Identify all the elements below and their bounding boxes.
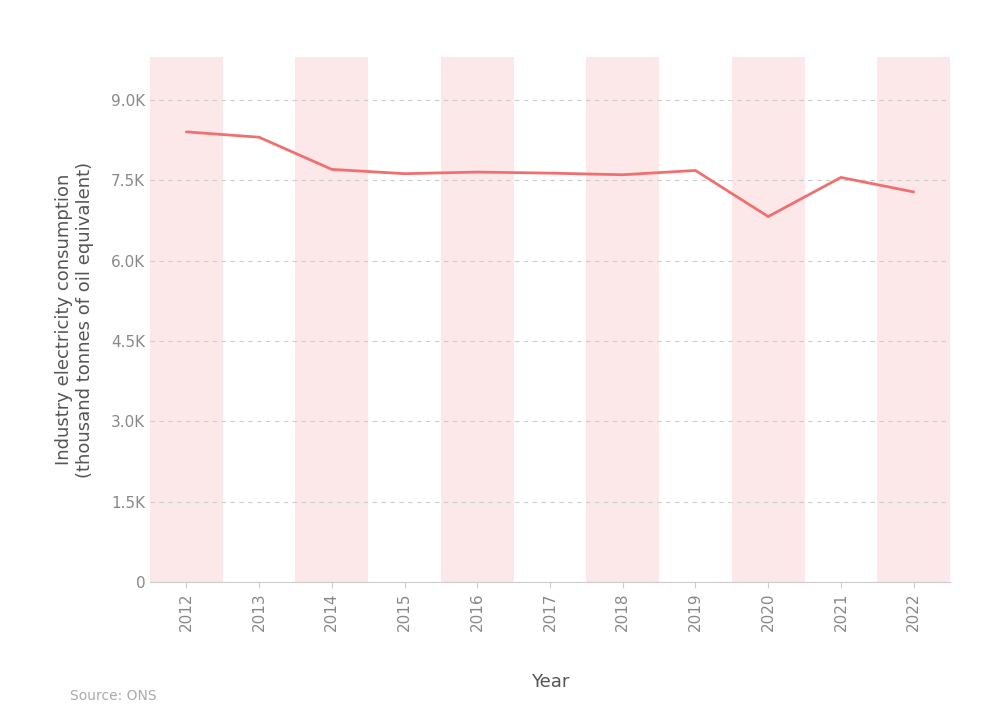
Bar: [732, 57, 805, 582]
Text: Source: ONS: Source: ONS: [70, 689, 157, 703]
Bar: [877, 57, 950, 582]
Bar: [441, 57, 514, 582]
Y-axis label: Industry electricity consumption
(thousand tonnes of oil equivalent): Industry electricity consumption (thousa…: [55, 161, 94, 478]
X-axis label: Year: Year: [531, 673, 569, 691]
Bar: [150, 57, 223, 582]
Bar: [586, 57, 659, 582]
Bar: [295, 57, 368, 582]
